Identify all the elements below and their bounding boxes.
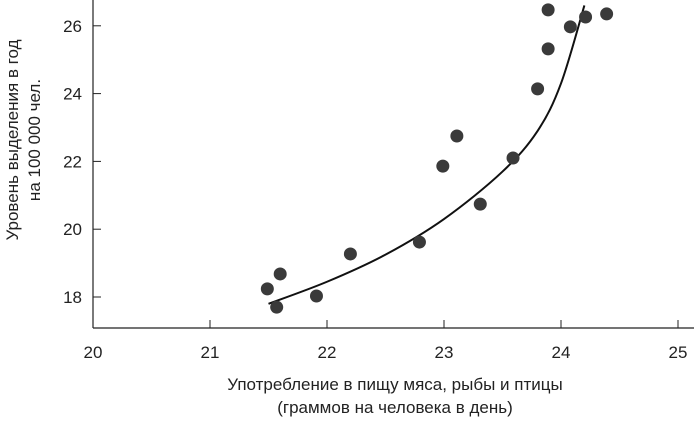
data-point bbox=[412, 235, 426, 249]
data-point bbox=[270, 300, 284, 314]
data-point bbox=[541, 42, 555, 56]
data-point bbox=[260, 282, 274, 296]
y-tick-label: 26 bbox=[63, 17, 82, 36]
x-tick-label: 24 bbox=[552, 343, 571, 362]
y-tick-label: 18 bbox=[63, 288, 82, 307]
data-point bbox=[273, 267, 287, 281]
data-point bbox=[309, 289, 323, 303]
trend-line bbox=[268, 5, 586, 305]
y-tick-label: 20 bbox=[63, 220, 82, 239]
y-tick-label: 22 bbox=[63, 152, 82, 171]
x-axis-label-line1: Употребление в пищу мяса, рыбы и птицы bbox=[227, 375, 562, 394]
data-point bbox=[563, 20, 577, 34]
data-point bbox=[531, 82, 545, 96]
x-tick-label: 22 bbox=[318, 343, 337, 362]
x-tick-label: 25 bbox=[669, 343, 688, 362]
data-point bbox=[600, 7, 614, 21]
points bbox=[260, 3, 614, 314]
data-point bbox=[436, 159, 450, 173]
x-axis-label-line2: (граммов на человека в день) bbox=[277, 398, 513, 417]
x-tick-label: 23 bbox=[435, 343, 454, 362]
y-tick-label: 24 bbox=[63, 85, 82, 104]
x-tick-label: 21 bbox=[201, 343, 220, 362]
data-point bbox=[541, 3, 555, 17]
y-axis-label-line2: на 100 000 чел. bbox=[25, 79, 44, 201]
data-point bbox=[343, 247, 357, 261]
data-point bbox=[473, 197, 487, 211]
axes bbox=[92, 0, 694, 329]
data-point bbox=[506, 151, 520, 165]
y-axis-label-line1: Уровень выделения в год bbox=[3, 39, 22, 240]
data-point bbox=[450, 129, 464, 143]
ticks: 20 21 22 23 24 25 18 20 22 24 26 bbox=[63, 17, 687, 362]
data-point bbox=[579, 10, 593, 24]
x-tick-label: 20 bbox=[84, 343, 103, 362]
